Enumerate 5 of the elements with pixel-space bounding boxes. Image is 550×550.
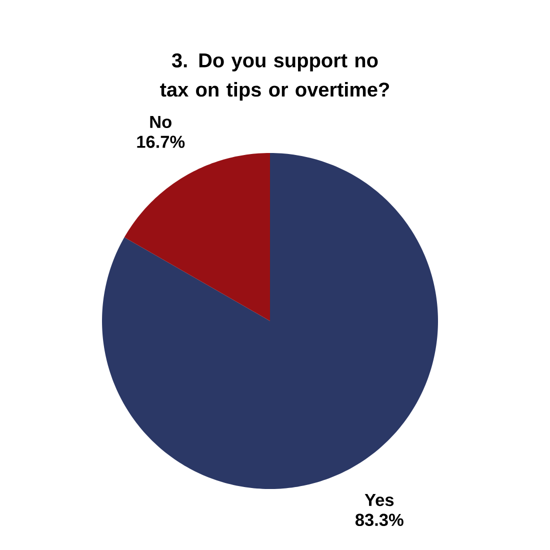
slice-label: Yes bbox=[364, 494, 394, 506]
chart-title: 3. Do you support no tax on tips or overtime? bbox=[160, 53, 389, 101]
data-label: 83.3% bbox=[355, 514, 404, 526]
data-label: 16.7% bbox=[137, 136, 185, 148]
slice-label: No bbox=[150, 116, 172, 128]
